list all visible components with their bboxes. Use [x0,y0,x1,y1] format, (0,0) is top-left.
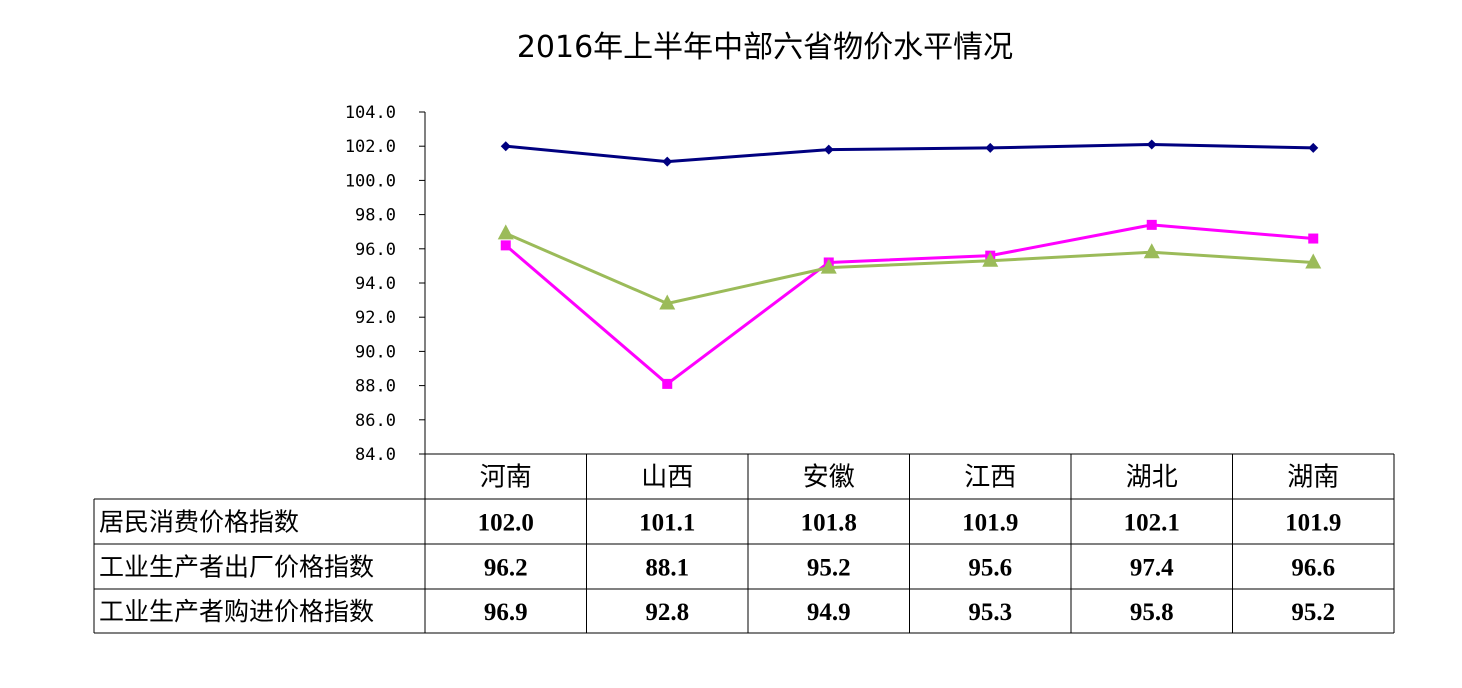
data-point-triangle [1305,253,1322,269]
data-label: 92.8 [645,599,689,626]
data-label: 96.2 [484,555,528,582]
data-label: 102.0 [478,510,534,537]
legend-series-name: 居民消费价格指数 [99,508,299,537]
data-point-diamond [823,144,834,155]
x-category-label: 湖北 [1126,463,1178,493]
data-point-diamond [1308,142,1319,153]
y-tick-label: 98.0 [355,206,396,226]
data-point-triangle [659,294,676,310]
data-point-triangle [1143,243,1160,259]
x-category-label: 湖南 [1287,463,1339,493]
data-label: 97.4 [1130,555,1174,582]
data-point-triangle [982,251,999,267]
y-tick-label: 96.0 [355,240,396,260]
data-point-diamond [1146,139,1157,150]
data-point-square [662,378,673,389]
data-label: 101.1 [639,510,695,537]
data-point-diamond [662,156,673,167]
y-tick-label: 92.0 [355,308,396,328]
data-label: 88.1 [645,555,689,582]
y-tick-label: 84.0 [355,445,396,465]
data-point-triangle [820,258,837,274]
data-label: 101.9 [1285,510,1341,537]
y-tick-label: 86.0 [355,411,396,431]
x-category-label: 安徽 [803,463,855,493]
data-label: 96.9 [484,599,528,626]
data-label: 96.6 [1291,555,1335,582]
data-label: 101.8 [801,510,857,537]
data-point-diamond [500,141,511,152]
plot-area: 84.0 86.0 88.0 90.0 92.0 94.0 96.0 98.0 100.0 102… [345,103,1322,465]
data-label: 95.3 [968,599,1012,626]
legend-series-name: 工业生产者出厂价格指数 [99,553,374,582]
x-category-label: 河南 [480,463,532,493]
series-line-1 [505,142,1314,164]
data-point-square [500,240,511,251]
chart-title: 2016年上半年中部六省物价水平情况 [517,30,1013,65]
data-label: 95.6 [968,555,1012,582]
data-label: 95.2 [1291,599,1335,626]
data-point-square [1146,219,1157,230]
data-label: 95.8 [1130,599,1174,626]
y-tick-label: 100.0 [345,171,396,191]
x-category-label: 山西 [641,463,693,493]
data-label: 94.9 [807,599,851,626]
y-tick-label: 102.0 [345,137,396,157]
y-tick-label: 88.0 [355,377,396,397]
y-tick-label: 104.0 [345,103,396,123]
data-label: 101.9 [962,510,1018,537]
data-point-diamond [985,142,996,153]
data-label: 102.1 [1124,510,1180,537]
series-line-2 [504,223,1314,386]
series-line-3 [505,232,1314,306]
data-label: 95.2 [807,555,851,582]
data-point-triangle [497,224,514,240]
y-tick-label: 90.0 [355,342,396,362]
x-category-label: 江西 [964,463,1016,493]
y-tick-label: 94.0 [355,274,396,294]
legend-series-name: 工业生产者购进价格指数 [99,597,374,626]
data-point-square [1308,233,1319,244]
